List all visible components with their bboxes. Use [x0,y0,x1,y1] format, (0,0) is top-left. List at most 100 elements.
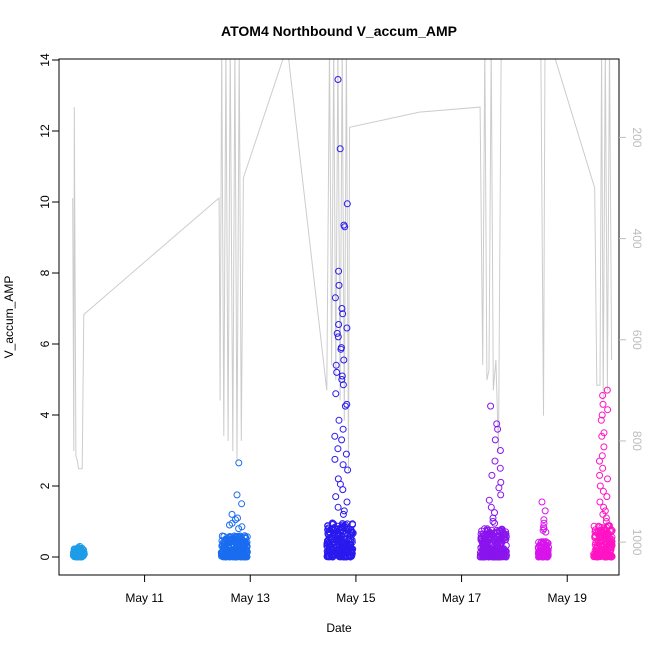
point [341,223,349,231]
point [495,545,503,553]
point [343,498,351,506]
point [480,547,488,555]
y-tick-label: 2 [38,482,52,489]
point [324,540,332,548]
point [477,530,485,538]
point [340,356,348,364]
x-tick-label: May 15 [336,591,376,605]
point [338,436,346,444]
point [338,305,346,312]
point [347,540,355,548]
right-tick-label: 800 [630,431,644,451]
y-tick-label: 4 [38,411,52,418]
point [602,514,610,522]
point [604,406,612,414]
point [601,507,609,515]
point [542,528,550,536]
point [598,452,606,460]
point [71,550,79,558]
chart-title: ATOM4 Northbound V_accum_AMP [221,23,457,39]
point [330,520,337,528]
point [495,548,503,556]
point [600,503,608,511]
x-tick-label: May 11 [125,591,164,605]
point [599,392,607,399]
point [591,533,599,540]
point [335,281,343,289]
series-deployment-5 [534,498,553,561]
x-tick-label: May 17 [442,591,482,605]
point [332,361,340,369]
point [220,543,228,551]
point [331,455,339,463]
point [238,500,246,508]
point [538,498,546,506]
point [495,484,503,492]
depth-line [72,59,613,472]
point [540,516,548,524]
point [224,539,232,547]
point [598,524,606,531]
point [602,532,609,539]
point [325,549,333,556]
point [340,507,348,515]
point [334,445,342,453]
x-tick-label: May 19 [548,591,588,605]
point [339,553,347,561]
point [595,538,603,546]
point [343,324,351,332]
point [235,459,243,467]
point [497,491,505,499]
point [603,493,611,501]
point [341,402,349,410]
point [334,530,342,538]
point [344,466,352,474]
point [600,429,608,437]
point [604,475,611,483]
point [600,551,608,559]
point [491,519,499,527]
point [342,450,350,458]
right-tick-label: 400 [630,229,644,249]
right-tick-label: 1000 [630,529,644,556]
right-axis: 200 400 600 800 1000 [619,127,644,556]
point [535,553,543,561]
point [540,553,547,561]
series-deployment-3 [323,76,357,561]
point [496,447,504,454]
point [339,510,347,518]
point [485,496,493,504]
point [335,267,343,275]
point [335,416,343,424]
point [538,548,546,556]
point [479,553,487,561]
point [334,333,342,341]
point [238,550,246,558]
point [497,552,505,560]
point [487,402,495,410]
point [324,553,332,560]
point [483,527,491,535]
point [502,528,510,536]
point [217,550,225,558]
point [334,76,342,83]
point [347,528,355,536]
point [343,400,351,408]
point [227,548,235,556]
point [338,523,346,531]
point [592,529,600,536]
series-deployment-6 [590,386,616,561]
point [495,532,503,540]
point [241,540,249,548]
y-tick-label: 12 [38,124,52,138]
y-tick-label: 10 [38,195,52,209]
point [494,425,502,433]
point [541,507,549,515]
y-axis-label: V_accum_AMP [2,276,16,359]
point [234,514,241,522]
point [334,503,342,511]
plot-frame [58,58,620,576]
point [606,537,614,545]
point [337,345,345,353]
